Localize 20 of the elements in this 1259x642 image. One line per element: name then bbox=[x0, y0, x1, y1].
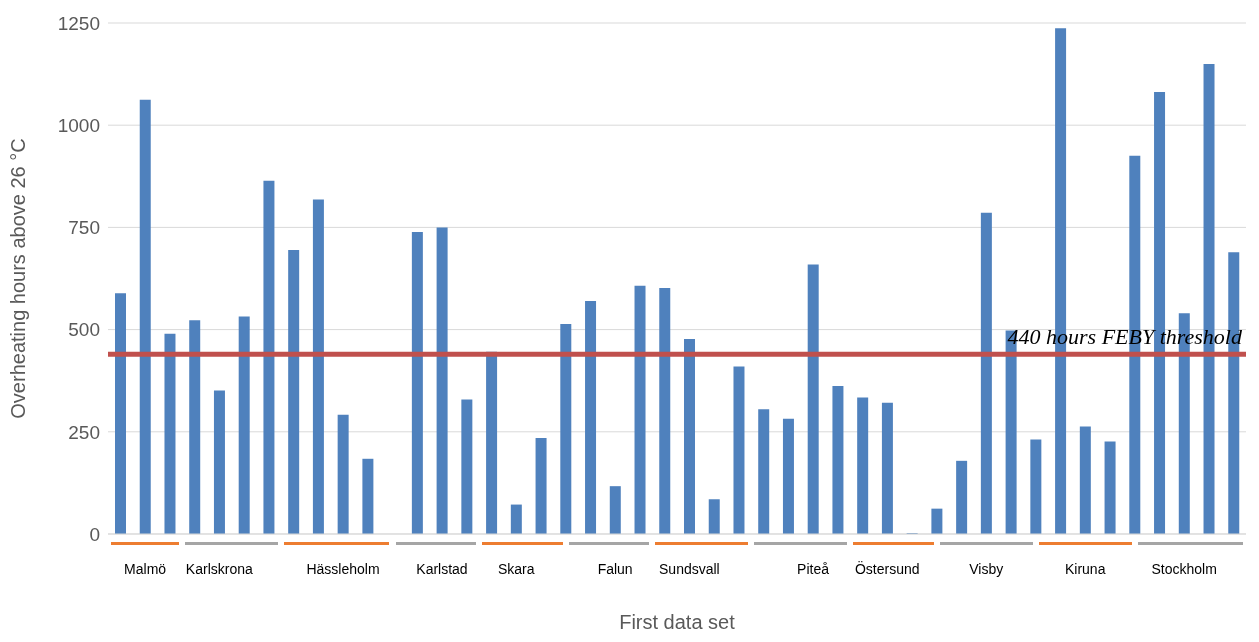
x-tick-label: Karlskrona bbox=[185, 560, 253, 577]
x-tick-label: Östersund bbox=[854, 559, 920, 577]
x-axis-title: First data set bbox=[619, 611, 736, 633]
y-tick-label: 250 bbox=[68, 421, 100, 443]
x-tick-label: Falun bbox=[597, 560, 633, 577]
x-tick-label: Piteå bbox=[797, 560, 830, 577]
y-tick-label: 1000 bbox=[57, 114, 100, 136]
x-tick-label: Hässleholm bbox=[306, 560, 380, 577]
x-tick-label: Visby bbox=[969, 560, 1004, 577]
y-tick-label: 1250 bbox=[57, 12, 100, 34]
x-tick-label: Skara bbox=[497, 560, 535, 577]
x-tick-label: Kiruna bbox=[1064, 560, 1106, 577]
x-tick-label: Malmö bbox=[124, 560, 167, 577]
x-tick-label: Karlstad bbox=[416, 560, 468, 577]
y-tick-label: 500 bbox=[68, 319, 100, 341]
x-tick-label: Sundsvall bbox=[659, 560, 720, 577]
y-tick-label: 750 bbox=[68, 217, 100, 239]
y-axis-title: Overheating hours above 26 °C bbox=[7, 138, 30, 419]
y-tick-label: 0 bbox=[89, 523, 100, 545]
x-tick-label: Stockholm bbox=[1151, 560, 1217, 577]
